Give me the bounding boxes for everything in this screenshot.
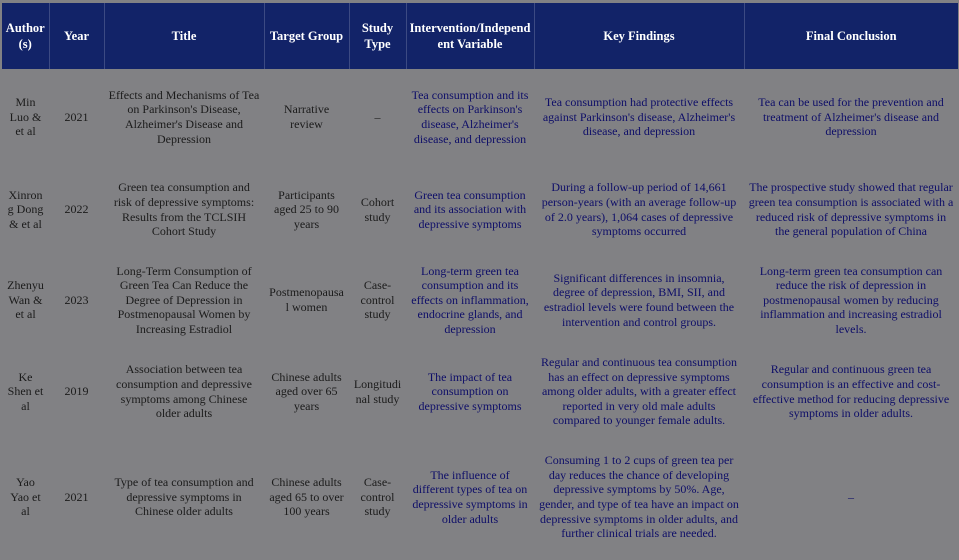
cell-title: Type of tea consumption and depressive s…	[114, 475, 254, 519]
cell-study-type: Cohort study	[360, 194, 395, 224]
cell-target-group: Chinese adults aged over 65 years	[271, 369, 342, 413]
cell-key-findings: Significant differences in insomnia, deg…	[543, 270, 735, 329]
header-study-type: Study Type	[348, 3, 406, 69]
cell-target-group: Chinese adults aged 65 to over 100 years	[269, 475, 344, 519]
cell-study-type: Case-control study	[360, 278, 395, 322]
cell-authors: Ke Shen et al	[7, 369, 44, 413]
header-authors: Author(s)	[2, 3, 49, 69]
cell-authors: Xinrong Dong & et al	[7, 187, 44, 231]
literature-review-table: Author(s) Year Title Target Group Study …	[2, 3, 958, 557]
cell-authors: Yao Yao et al	[10, 475, 41, 519]
cell-title: Long-Term Consumption of Green Tea Can R…	[116, 263, 252, 336]
cell-target-group: Participants aged 25 to 90 years	[274, 187, 339, 231]
table-row: Yao Yao et al 2021 Type of tea consumpti…	[2, 437, 958, 557]
table-row: Min Luo & et al 2021 Effects and Mechani…	[2, 69, 958, 165]
cell-final-conclusion: –	[848, 489, 854, 504]
cell-year: 2021	[64, 489, 89, 504]
header-row: Author(s) Year Title Target Group Study …	[2, 3, 958, 69]
cell-authors: Zhenyu Wan & et al	[7, 278, 44, 322]
cell-target-group: Postmenopausal women	[269, 285, 344, 314]
cell-intervention: Green tea consumption and its associatio…	[413, 187, 527, 231]
cell-intervention: Long-term green tea consumption and its …	[411, 263, 529, 336]
cell-study-type: Case-control study	[360, 475, 395, 519]
cell-final-conclusion: Long-term green tea consumption can redu…	[759, 263, 943, 336]
cell-year: 2019	[64, 384, 89, 399]
cell-intervention: The influence of different types of tea …	[412, 467, 528, 526]
cell-key-findings: During a follow-up period of 14,661 pers…	[541, 180, 737, 239]
cell-intervention: Tea consumption and its effects on Parki…	[411, 87, 529, 146]
table-row: Ke Shen et al 2019 Association between t…	[2, 346, 958, 437]
header-title: Title	[103, 3, 264, 69]
cell-authors: Min Luo & et al	[9, 95, 42, 139]
header-key-findings: Key Findings	[533, 3, 744, 69]
table-row: Xinrong Dong & et al 2022 Green tea cons…	[2, 165, 958, 254]
cell-year: 2022	[64, 202, 89, 217]
cell-year: 2023	[64, 292, 89, 307]
cell-study-type: Longitudinal study	[353, 376, 402, 406]
table-row: Zhenyu Wan & et al 2023 Long-Term Consum…	[2, 254, 958, 346]
cell-title: Effects and Mechanisms of Tea on Parkins…	[108, 87, 260, 146]
header-final-conclusion: Final Conclusion	[743, 3, 958, 69]
cell-intervention: The impact of tea consumption on depress…	[418, 369, 522, 413]
cell-year: 2021	[64, 109, 89, 124]
cell-key-findings: Regular and continuous tea consumption h…	[541, 355, 737, 428]
cell-key-findings: Tea consumption had protective effects a…	[542, 95, 736, 139]
table-body: Min Luo & et al 2021 Effects and Mechani…	[2, 69, 958, 557]
header-intervention: Intervention/Independent Variable	[405, 3, 534, 69]
cell-title: Green tea consumption and risk of depres…	[113, 180, 255, 239]
header-year: Year	[48, 3, 104, 69]
cell-final-conclusion: Tea can be used for the prevention and t…	[758, 95, 944, 139]
cell-final-conclusion: Regular and continuous green tea consump…	[752, 362, 950, 421]
cell-target-group: Narrative review	[283, 102, 330, 131]
header-target-group: Target Group	[263, 3, 349, 69]
cell-study-type: –	[374, 109, 381, 124]
cell-title: Association between tea consumption and …	[116, 362, 252, 421]
table-header: Author(s) Year Title Target Group Study …	[2, 3, 958, 69]
cell-key-findings: Consuming 1 to 2 cups of green tea per d…	[539, 453, 739, 541]
cell-final-conclusion: The prospective study showed that regula…	[748, 180, 954, 239]
